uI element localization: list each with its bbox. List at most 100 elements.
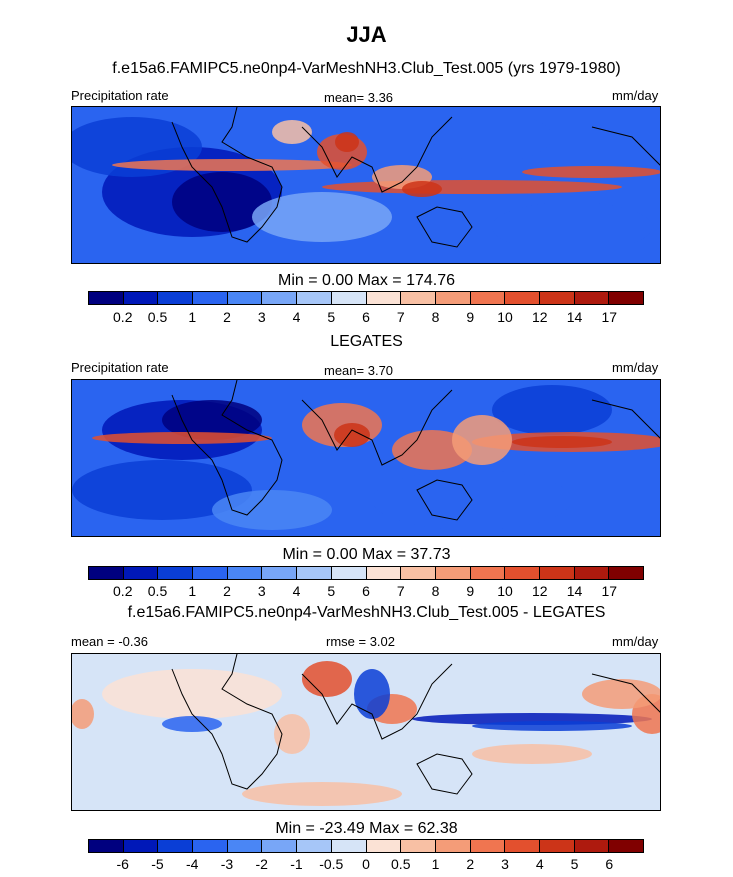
panel2-map (71, 379, 661, 537)
field-region (512, 436, 612, 448)
model-title: f.e15a6.FAMIPC5.ne0np4-VarMeshNH3.Club_T… (112, 60, 621, 77)
colorbar-swatch (574, 567, 610, 579)
panel2-title: LEGATES (330, 333, 403, 350)
field-region (102, 669, 282, 719)
colorbar-swatch (89, 292, 124, 304)
colorbar-tick-label: 3 (257, 309, 266, 325)
colorbar-tick-label: 5 (327, 309, 336, 325)
colorbar-swatch (227, 567, 263, 579)
colorbar-swatch (366, 292, 402, 304)
colorbar-swatch (123, 840, 159, 852)
colorbar-tick-label: -0.5 (319, 856, 344, 872)
colorbar-swatch (89, 840, 124, 852)
season-title: JJA (346, 22, 387, 47)
colorbar-tick-label: 2 (466, 856, 475, 872)
colorbar-swatch (89, 567, 124, 579)
colorbar-swatch (470, 292, 506, 304)
colorbar-swatch (331, 567, 367, 579)
colorbar-swatch (262, 567, 298, 579)
colorbar-swatch (193, 292, 228, 304)
field-region (402, 181, 442, 197)
panel3-colorbar-labels: -6 -5 -4 -3 -2 -1 -0.5 0 0.5 1 2 3 4 5 6 (88, 856, 644, 874)
panel1-colorbar-labels: 0.2 0.5 1 2 3 4 5 6 7 8 9 10 12 14 17 (88, 309, 644, 327)
colorbar-tick-label: 7 (396, 309, 405, 325)
colorbar-tick-label: 7 (396, 583, 405, 599)
panel2-minmax: Min = 0.00 Max = 37.73 (282, 546, 451, 563)
colorbar-tick-label: 12 (531, 309, 548, 325)
colorbar-swatch (331, 840, 367, 852)
colorbar-swatch (158, 292, 194, 304)
colorbar-swatch (331, 292, 367, 304)
panel2-mean-label: mean= 3.70 (324, 363, 394, 378)
panel1-mean-label: mean= 3.36 (324, 90, 394, 105)
colorbar-swatch (539, 840, 575, 852)
field-region (162, 716, 222, 732)
colorbar-tick-label: 3 (257, 583, 266, 599)
colorbar-swatch (158, 840, 194, 852)
colorbar-swatch (227, 292, 263, 304)
field-region (492, 202, 652, 252)
field-region (112, 159, 352, 171)
colorbar-swatch (297, 292, 332, 304)
colorbar-tick-label: 14 (566, 583, 583, 599)
coastline-australia (416, 479, 473, 521)
field-region (472, 721, 632, 731)
field-region (242, 782, 402, 806)
field-region (432, 112, 552, 162)
colorbar-tick-label: 5 (570, 856, 579, 872)
field-region (252, 192, 392, 242)
field-region (172, 172, 272, 232)
panel3-units-label: mm/day (612, 634, 659, 649)
colorbar-tick-label: 1 (188, 583, 197, 599)
panel2-colorbar-labels: 0.2 0.5 1 2 3 4 5 6 7 8 9 10 12 14 17 (88, 583, 644, 601)
field-region (322, 180, 622, 194)
panel1-colorbar (88, 291, 644, 305)
colorbar-swatch (262, 292, 298, 304)
colorbar-swatch (262, 840, 298, 852)
colorbar-tick-label: 10 (497, 583, 513, 599)
colorbar-swatch (401, 840, 436, 852)
field-region (272, 120, 312, 144)
colorbar-swatch (123, 567, 159, 579)
colorbar-tick-label: 9 (466, 583, 475, 599)
coastline-australia (416, 753, 473, 795)
colorbar-swatch (574, 292, 610, 304)
field-region (302, 661, 352, 697)
colorbar-swatch (401, 567, 436, 579)
colorbar-swatch (609, 567, 643, 579)
field-region (274, 714, 310, 754)
colorbar-swatch (193, 567, 228, 579)
colorbar-swatch (505, 292, 540, 304)
colorbar-tick-label: 6 (362, 583, 370, 599)
field-region (335, 132, 359, 152)
colorbar-swatch (539, 292, 575, 304)
panel3-map (71, 653, 661, 811)
colorbar-tick-label: 0.2 (113, 309, 133, 325)
field-region (92, 432, 272, 444)
field-region (522, 166, 660, 178)
panel3-minmax: Min = -23.49 Max = 62.38 (275, 820, 458, 837)
panel3-title: f.e15a6.FAMIPC5.ne0np4-VarMeshNH3.Club_T… (127, 604, 606, 621)
colorbar-swatch (609, 840, 643, 852)
colorbar-tick-label: 0.5 (147, 583, 168, 599)
colorbar-tick-label: 6 (362, 309, 370, 325)
coastline-americas (591, 673, 660, 713)
colorbar-tick-label: 12 (531, 583, 548, 599)
panel2-units-label: mm/day (612, 360, 659, 375)
colorbar-tick-label: 0.5 (147, 309, 168, 325)
colorbar-swatch (609, 292, 643, 304)
field-region (334, 423, 370, 447)
colorbar-tick-label: 17 (601, 583, 618, 599)
panel1-minmax: Min = 0.00 Max = 174.76 (278, 272, 455, 289)
colorbar-swatch (505, 840, 540, 852)
colorbar-swatch (366, 840, 402, 852)
colorbar-tick-label: 1 (188, 309, 197, 325)
colorbar-swatch (366, 567, 402, 579)
colorbar-tick-label: 2 (223, 309, 231, 325)
panel3-rmse-label: rmse = 3.02 (326, 634, 396, 649)
coastline-africa (171, 654, 283, 790)
coastline-asia (301, 389, 453, 466)
colorbar-tick-label: 14 (566, 309, 583, 325)
coastline-americas (591, 399, 660, 439)
field-region (72, 699, 94, 729)
